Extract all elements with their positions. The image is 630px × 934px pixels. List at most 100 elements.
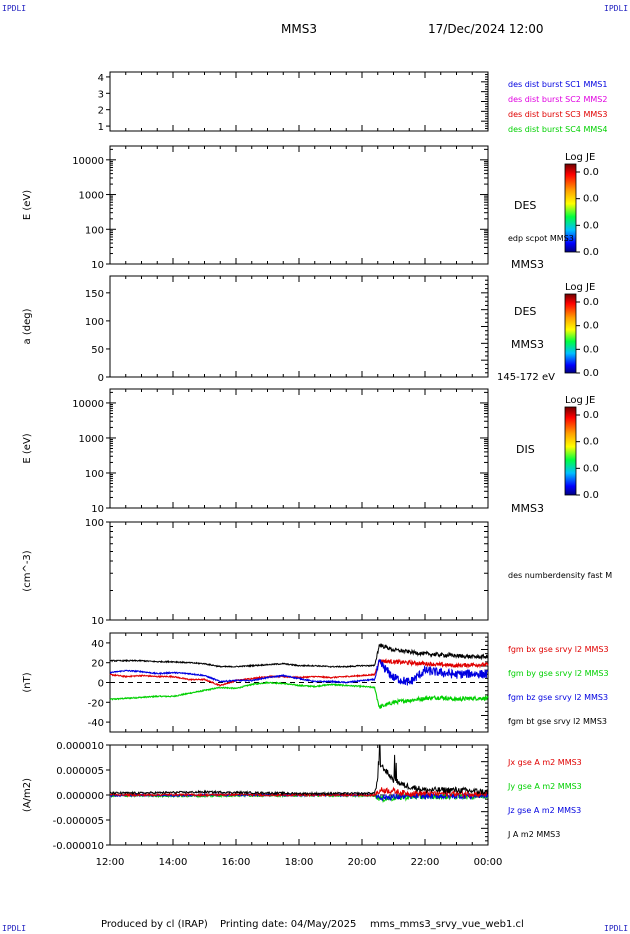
y-axis-label: E (eV)	[22, 433, 33, 463]
legend-entry: J A m2 MMS3	[507, 830, 560, 839]
y-tick-label: 40	[91, 639, 104, 650]
y-tick-label: 100	[85, 317, 104, 328]
y-tick-label: 10	[91, 260, 104, 271]
legend-entry: des dist burst SC2 MMS2	[508, 95, 607, 104]
right-label: MMS3	[511, 258, 544, 271]
right-label: edp scpot MMS3	[508, 234, 574, 243]
spacecraft-title: MMS3	[281, 22, 317, 36]
series-line-000000	[109, 744, 489, 797]
y-tick-label: 10000	[72, 399, 104, 410]
y-axis-label: (cm^-3)	[22, 550, 33, 591]
corner-label-top-right: IPDLI	[604, 4, 629, 13]
legend-entry: fgm bt gse srvy l2 MMS3	[508, 717, 607, 726]
footer-plot-name: mms_mms3_srvy_vue_web1.cl	[370, 919, 524, 930]
legend-entry: des numberdensity fast M	[508, 571, 612, 580]
colorbar-tick-label: 0.0	[583, 194, 599, 205]
y-tick-label: 0.000005	[56, 766, 104, 777]
corner-label-bottom-left: IPDLI	[2, 924, 27, 933]
y-tick-label: -40	[88, 718, 104, 729]
y-tick-label: 3	[98, 89, 104, 100]
y-tick-label: 1	[98, 122, 104, 133]
y-tick-label: 2	[98, 106, 104, 117]
y-tick-label: 100	[85, 469, 104, 480]
corner-label-top-left: IPDLI	[2, 4, 27, 13]
colorbar-tick-label: 0.0	[583, 437, 599, 448]
colorbar-title: Log JE	[565, 152, 595, 163]
y-tick-label: -20	[88, 698, 104, 709]
colorbar-tick-label: 0.0	[583, 463, 599, 474]
legend-entry: des dist burst SC4 MMS4	[508, 125, 607, 134]
y-tick-label: 1000	[79, 434, 104, 445]
right-label: 145-172 eV	[497, 372, 555, 383]
colorbar-title: Log JE	[565, 395, 595, 406]
y-tick-label: 10	[91, 616, 104, 627]
colorbar	[564, 406, 577, 496]
x-tick-label: 22:00	[411, 857, 440, 868]
right-label: MMS3	[511, 338, 544, 351]
colorbar-tick-label: 0.0	[583, 220, 599, 231]
y-tick-label: -0.000005	[53, 816, 104, 827]
legend-entry: Jy gse A m2 MMS3	[507, 782, 582, 791]
x-tick-label: 14:00	[159, 857, 188, 868]
series-line-000000	[109, 642, 489, 669]
y-tick-label: 1000	[79, 191, 104, 202]
series-line-00d000	[109, 681, 489, 709]
legend-entry: fgm bz gse srvy l2 MMS3	[508, 693, 608, 702]
y-tick-label: 0	[98, 679, 104, 690]
panel-2-frame	[109, 145, 489, 265]
colorbar-tick-label: 0.0	[583, 321, 599, 332]
y-tick-label: 100	[85, 518, 104, 529]
right-label: DES	[514, 305, 536, 318]
right-label: MMS3	[511, 502, 544, 515]
y-axis-label: E (eV)	[22, 190, 33, 220]
colorbar-tick-label: 0.0	[583, 368, 599, 379]
legend-entry: Jx gse A m2 MMS3	[507, 758, 582, 767]
legend-entry: fgm by gse srvy l2 MMS3	[508, 669, 609, 678]
panel-4-frame	[109, 388, 489, 509]
colorbar	[564, 293, 577, 374]
legend-entry: Jz gse A m2 MMS3	[507, 806, 581, 815]
colorbar-title: Log JE	[565, 282, 595, 293]
y-tick-label: 0.000010	[56, 741, 104, 752]
series-line-e00000	[109, 658, 489, 687]
y-tick-label: 100	[85, 225, 104, 236]
colorbar-tick-label: 0.0	[583, 410, 599, 421]
series-line-0000e0	[109, 658, 489, 686]
y-tick-label: 0.000000	[56, 791, 104, 802]
y-tick-label: 50	[91, 345, 104, 356]
y-axis-label: a (deg)	[22, 308, 33, 344]
x-tick-label: 20:00	[348, 857, 377, 868]
y-tick-label: 150	[85, 289, 104, 300]
corner-label-bottom-right: IPDLI	[604, 924, 629, 933]
colorbar-tick-label: 0.0	[583, 247, 599, 258]
x-tick-label: 18:00	[285, 857, 314, 868]
colorbar-tick-label: 0.0	[583, 167, 599, 178]
colorbar-tick-label: 0.0	[583, 344, 599, 355]
legend-entry: fgm bx gse srvy l2 MMS3	[508, 645, 609, 654]
panel-3-frame	[109, 275, 489, 378]
x-tick-label: 00:00	[474, 857, 503, 868]
footer-printing-date: Printing date: 04/May/2025	[220, 919, 357, 930]
series-line-e00000	[109, 786, 489, 799]
panel-1-frame	[109, 71, 489, 132]
date-time-title: 17/Dec/2024 12:00	[428, 22, 544, 36]
colorbar-tick-label: 0.0	[583, 297, 599, 308]
panel-5-frame	[109, 521, 489, 621]
y-tick-label: 20	[91, 659, 104, 670]
y-tick-label: -0.000010	[53, 841, 104, 852]
y-tick-label: 0	[98, 373, 104, 384]
y-tick-label: 4	[98, 73, 104, 84]
y-axis-label: (A/m2)	[22, 778, 33, 812]
footer-produced-by: Produced by cl (IRAP)	[101, 919, 208, 930]
right-label: DES	[514, 199, 536, 212]
x-tick-label: 12:00	[96, 857, 125, 868]
legend-entry: des dist burst SC3 MMS3	[508, 110, 607, 119]
right-label: DIS	[516, 443, 535, 456]
x-tick-label: 16:00	[222, 857, 251, 868]
y-tick-label: 10	[91, 504, 104, 515]
colorbar-tick-label: 0.0	[583, 490, 599, 501]
colorbar	[564, 163, 577, 253]
y-axis-label: (nT)	[22, 672, 33, 692]
y-tick-label: 10000	[72, 156, 104, 167]
